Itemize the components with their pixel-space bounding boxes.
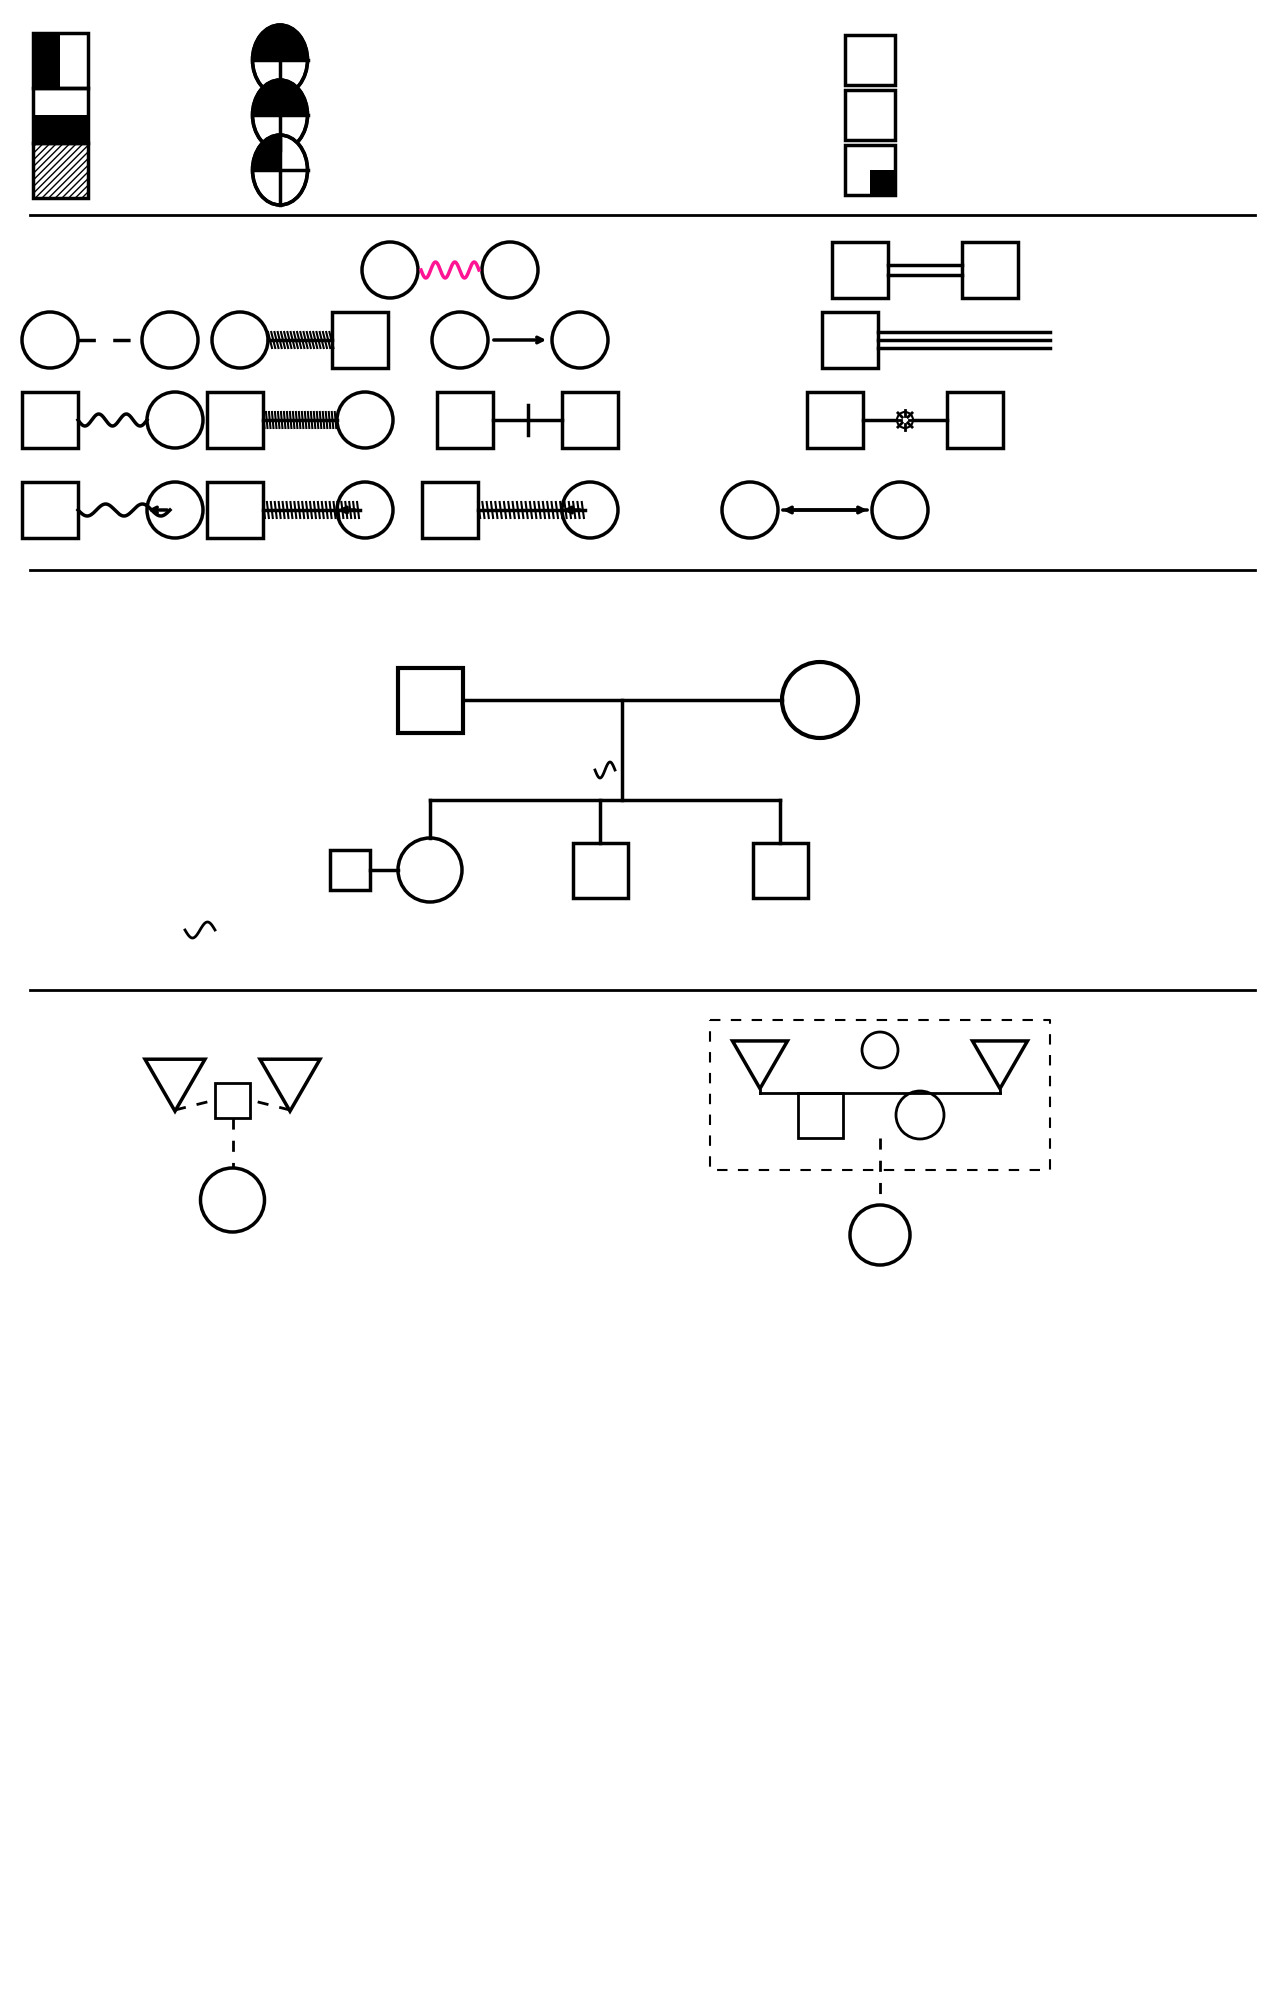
Circle shape	[562, 483, 618, 539]
Bar	[573, 843, 627, 897]
Bar	[32, 142, 87, 198]
Circle shape	[553, 312, 608, 369]
Circle shape	[22, 312, 78, 369]
Bar	[32, 32, 60, 88]
Polygon shape	[145, 1060, 206, 1112]
Bar	[32, 88, 87, 142]
Circle shape	[200, 1168, 265, 1232]
Circle shape	[337, 483, 393, 539]
Circle shape	[896, 1092, 944, 1140]
Bar	[32, 114, 87, 142]
Circle shape	[432, 312, 488, 369]
Bar	[207, 393, 263, 449]
Bar	[798, 1092, 843, 1138]
Circle shape	[783, 663, 858, 737]
Bar	[22, 393, 78, 449]
Circle shape	[482, 242, 538, 298]
Bar	[846, 90, 894, 140]
Bar	[947, 393, 1004, 449]
Circle shape	[146, 483, 203, 539]
Circle shape	[849, 1206, 910, 1266]
Bar	[437, 393, 493, 449]
Bar	[215, 1082, 251, 1118]
Circle shape	[212, 312, 269, 369]
Bar	[822, 312, 878, 369]
Circle shape	[897, 413, 914, 429]
Ellipse shape	[252, 80, 307, 150]
Bar	[831, 242, 888, 298]
Bar	[397, 667, 463, 733]
Bar	[421, 483, 478, 539]
Polygon shape	[260, 1060, 320, 1112]
Polygon shape	[252, 134, 280, 170]
Bar	[32, 32, 87, 88]
Polygon shape	[732, 1042, 788, 1088]
Bar	[846, 144, 894, 194]
Circle shape	[722, 483, 777, 539]
Bar	[562, 393, 618, 449]
Bar	[962, 242, 1018, 298]
Circle shape	[337, 393, 393, 449]
Polygon shape	[252, 80, 307, 114]
Bar	[753, 843, 807, 897]
Bar	[330, 849, 370, 889]
Ellipse shape	[252, 134, 307, 204]
Polygon shape	[252, 24, 307, 60]
Bar	[22, 483, 78, 539]
Circle shape	[862, 1032, 898, 1068]
Polygon shape	[973, 1042, 1028, 1088]
Circle shape	[398, 837, 463, 901]
Circle shape	[362, 242, 418, 298]
Circle shape	[146, 393, 203, 449]
Ellipse shape	[252, 24, 307, 94]
Bar	[207, 483, 263, 539]
Bar	[846, 34, 894, 84]
Bar	[807, 393, 864, 449]
Circle shape	[143, 312, 198, 369]
Bar	[870, 170, 894, 194]
Circle shape	[873, 483, 928, 539]
Bar	[332, 312, 388, 369]
